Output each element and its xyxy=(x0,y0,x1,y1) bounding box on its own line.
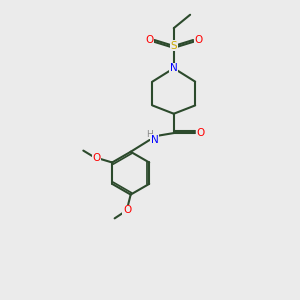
Text: N: N xyxy=(151,135,158,145)
Text: H: H xyxy=(146,130,153,139)
Text: O: O xyxy=(194,35,202,45)
Text: O: O xyxy=(145,35,153,45)
Text: N: N xyxy=(170,63,178,73)
Text: O: O xyxy=(93,153,101,163)
Text: O: O xyxy=(123,205,131,215)
Text: S: S xyxy=(170,41,177,51)
Text: O: O xyxy=(196,128,205,138)
